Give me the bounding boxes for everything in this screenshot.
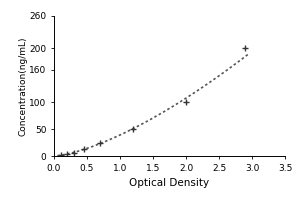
X-axis label: Optical Density: Optical Density — [129, 178, 210, 188]
Y-axis label: Concentration(ng/mL): Concentration(ng/mL) — [19, 36, 28, 136]
